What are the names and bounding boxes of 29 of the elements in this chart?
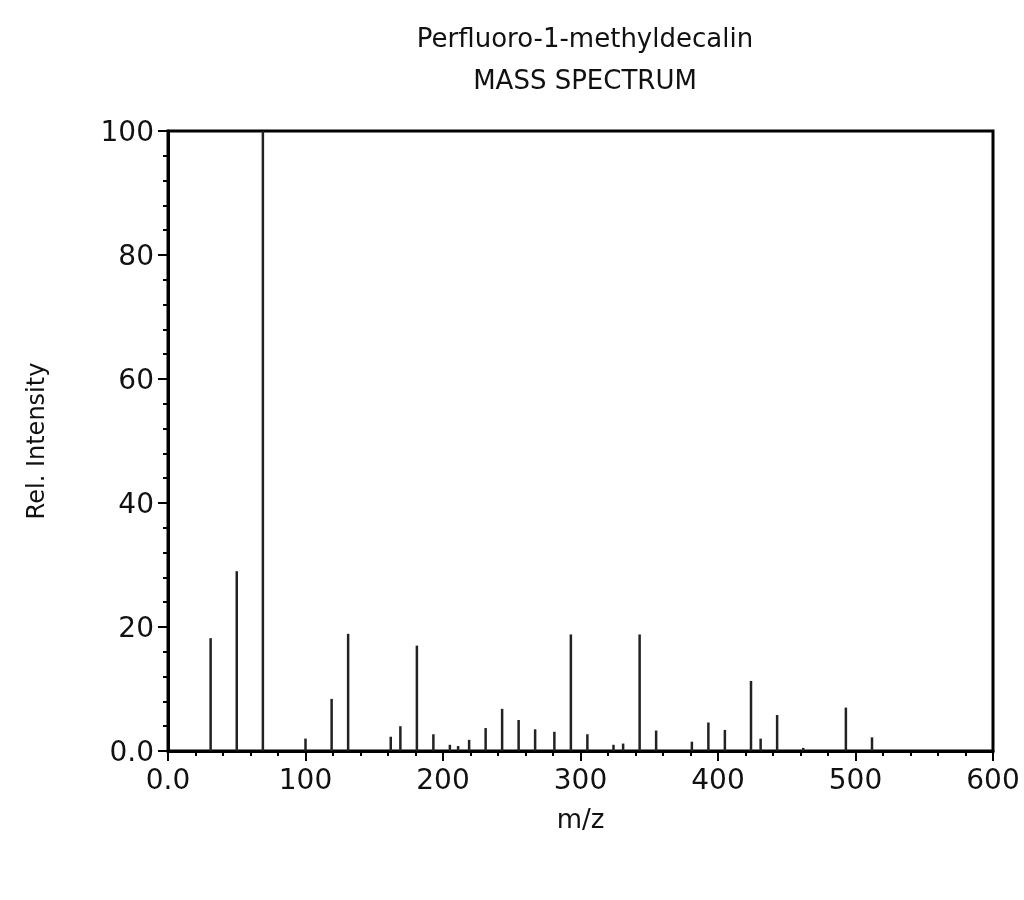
bar <box>432 734 435 751</box>
bar <box>304 738 307 751</box>
x-tick-label: 500 <box>828 762 883 796</box>
chart-title: Perfluoro-1-methyldecalin <box>416 23 754 53</box>
x-tick-label: 100 <box>278 762 333 796</box>
y-tick-label: 100 <box>100 114 154 148</box>
bar <box>638 634 641 751</box>
bar <box>399 726 402 751</box>
bar <box>802 747 805 751</box>
y-tick-label: 20 <box>118 610 154 644</box>
bar <box>612 744 615 751</box>
bar <box>330 698 333 751</box>
y-tick-label: 40 <box>118 486 154 520</box>
bar <box>553 731 556 751</box>
chart-subtitle: MASS SPECTRUM <box>473 65 697 95</box>
bar <box>586 734 589 751</box>
y-tick-label: 80 <box>118 238 154 272</box>
bar <box>209 638 212 751</box>
x-tick-label: 300 <box>553 762 608 796</box>
y-tick-label: 60 <box>118 362 154 396</box>
bar <box>484 728 487 751</box>
bar <box>517 720 520 751</box>
x-axis-title: m/z <box>556 804 605 834</box>
x-tick-label: 200 <box>416 762 470 796</box>
bar <box>707 722 710 751</box>
bar <box>759 738 762 751</box>
x-tick-label: 400 <box>691 762 745 796</box>
x-tick-label: 600 <box>966 762 1020 796</box>
y-axis-title: Rel. Intensity <box>22 362 50 520</box>
